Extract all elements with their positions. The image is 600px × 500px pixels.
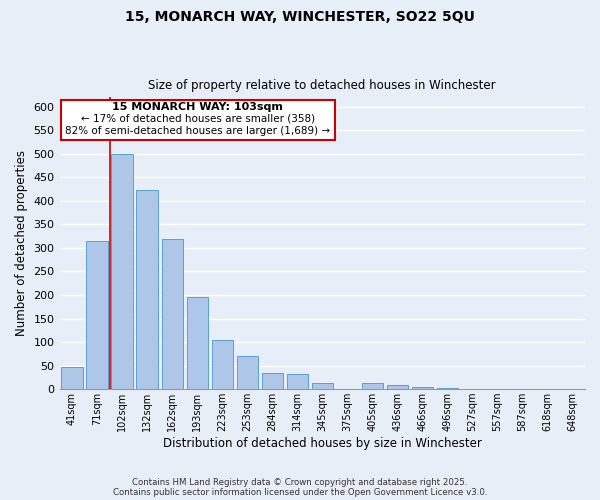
Bar: [136, 190, 158, 389]
Text: 15 MONARCH WAY: 103sqm: 15 MONARCH WAY: 103sqm: [112, 102, 283, 112]
X-axis label: Distribution of detached houses by size in Winchester: Distribution of detached houses by size …: [163, 437, 482, 450]
Y-axis label: Number of detached properties: Number of detached properties: [15, 150, 28, 336]
Title: Size of property relative to detached houses in Winchester: Size of property relative to detached ho…: [148, 79, 496, 92]
Bar: [287, 374, 308, 389]
Bar: [112, 154, 133, 389]
Bar: [262, 372, 283, 389]
Bar: [212, 340, 233, 389]
Text: 15, MONARCH WAY, WINCHESTER, SO22 5QU: 15, MONARCH WAY, WINCHESTER, SO22 5QU: [125, 10, 475, 24]
Bar: [61, 367, 83, 389]
Text: Contains HM Land Registry data © Crown copyright and database right 2025.: Contains HM Land Registry data © Crown c…: [132, 478, 468, 487]
Bar: [412, 388, 433, 389]
Bar: [86, 242, 108, 389]
Bar: [236, 356, 258, 389]
Bar: [161, 238, 183, 389]
Bar: [387, 385, 408, 389]
Bar: [311, 383, 333, 389]
Text: 82% of semi-detached houses are larger (1,689) →: 82% of semi-detached houses are larger (…: [65, 126, 331, 136]
Bar: [437, 388, 458, 389]
Bar: [362, 382, 383, 389]
Bar: [187, 298, 208, 389]
Text: Contains public sector information licensed under the Open Government Licence v3: Contains public sector information licen…: [113, 488, 487, 497]
Text: ← 17% of detached houses are smaller (358): ← 17% of detached houses are smaller (35…: [81, 114, 315, 124]
